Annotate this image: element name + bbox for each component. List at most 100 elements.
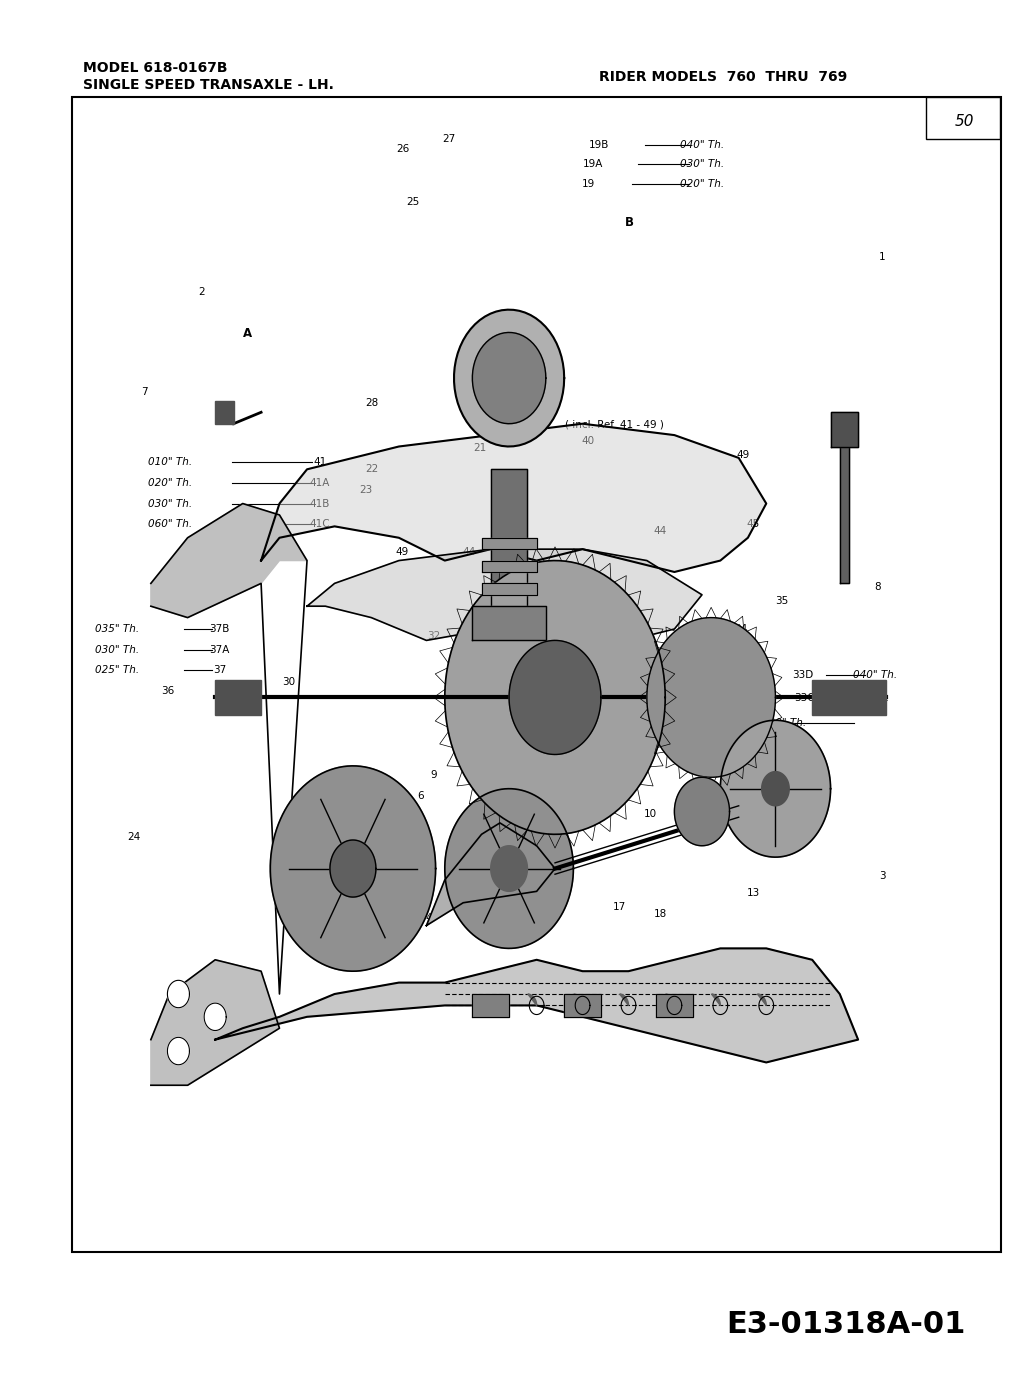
Text: 17: 17 [613, 901, 625, 912]
Polygon shape [330, 840, 376, 897]
Text: 040" Th.: 040" Th. [853, 669, 897, 680]
Text: 44: 44 [654, 526, 667, 537]
Text: 035" Th.: 035" Th. [95, 623, 138, 634]
Text: B: B [625, 216, 634, 230]
Text: 18: 18 [654, 908, 667, 919]
Polygon shape [491, 846, 527, 892]
Text: 9: 9 [430, 769, 437, 780]
Text: 33C: 33C [795, 693, 815, 704]
Text: 16: 16 [729, 801, 741, 812]
Polygon shape [711, 995, 720, 1006]
Polygon shape [527, 995, 537, 1006]
Polygon shape [473, 332, 546, 424]
Polygon shape [270, 766, 436, 971]
Polygon shape [151, 960, 280, 1085]
Text: 37: 37 [214, 665, 226, 676]
Text: 11: 11 [794, 818, 806, 829]
Text: 49: 49 [737, 449, 749, 460]
Polygon shape [167, 1038, 190, 1064]
Text: 45: 45 [747, 519, 760, 530]
Text: 32: 32 [427, 630, 440, 641]
Text: 41: 41 [314, 456, 326, 467]
Polygon shape [757, 995, 766, 1006]
Polygon shape [473, 995, 509, 1017]
Text: 37B: 37B [209, 623, 230, 634]
Text: 13: 13 [747, 887, 760, 899]
Text: 33: 33 [680, 669, 692, 680]
Polygon shape [204, 1003, 226, 1031]
Polygon shape [720, 721, 831, 857]
Text: 41A: 41A [310, 477, 330, 488]
Text: 10: 10 [644, 808, 656, 819]
Text: 020" Th.: 020" Th. [680, 178, 723, 189]
Text: 14: 14 [587, 808, 600, 819]
Text: 24: 24 [128, 832, 140, 843]
Text: 4: 4 [425, 912, 431, 924]
Polygon shape [491, 469, 527, 629]
Text: 025" Th.: 025" Th. [567, 693, 610, 704]
Text: 15: 15 [755, 808, 768, 819]
Text: 31: 31 [499, 630, 512, 641]
Polygon shape [647, 618, 775, 778]
Polygon shape [482, 538, 537, 549]
Text: 3: 3 [704, 801, 710, 812]
Text: 23: 23 [360, 484, 373, 495]
Text: 035" Th.: 035" Th. [845, 693, 889, 704]
Polygon shape [216, 949, 859, 1063]
Polygon shape [261, 424, 766, 572]
Polygon shape [216, 401, 233, 424]
Text: 50: 50 [956, 114, 974, 129]
Text: 5: 5 [415, 808, 421, 819]
Text: 030" Th.: 030" Th. [763, 718, 806, 729]
Polygon shape [812, 680, 885, 715]
Text: 29: 29 [613, 630, 625, 641]
Text: 21: 21 [474, 442, 486, 453]
Text: 8: 8 [874, 581, 880, 593]
Polygon shape [675, 778, 730, 846]
Text: A: A [244, 327, 252, 341]
Polygon shape [656, 995, 692, 1017]
Polygon shape [445, 561, 666, 835]
Text: 6: 6 [418, 790, 424, 801]
Text: 25: 25 [407, 196, 419, 207]
Text: 35: 35 [776, 595, 788, 606]
Text: 41B: 41B [310, 498, 330, 509]
Text: 37A: 37A [209, 644, 230, 655]
Polygon shape [308, 549, 702, 640]
Text: 45: 45 [216, 540, 228, 551]
Text: 020" Th.: 020" Th. [149, 477, 192, 488]
Text: 34: 34 [735, 623, 747, 634]
Text: 28: 28 [365, 398, 378, 409]
Text: 30: 30 [283, 676, 295, 687]
Text: 1: 1 [879, 252, 885, 263]
Text: 44: 44 [463, 547, 476, 558]
Text: B: B [548, 775, 556, 789]
Text: 26: 26 [396, 143, 409, 154]
Text: 030" Th.: 030" Th. [680, 159, 723, 170]
Text: 27: 27 [443, 134, 455, 145]
Polygon shape [167, 981, 190, 1007]
Text: 22: 22 [365, 463, 378, 474]
Text: MODEL 618-0167B: MODEL 618-0167B [83, 61, 227, 75]
Text: 33D: 33D [793, 669, 813, 680]
Text: 19A: 19A [583, 159, 604, 170]
Polygon shape [565, 995, 601, 1017]
Text: SINGLE SPEED TRANSAXLE - LH.: SINGLE SPEED TRANSAXLE - LH. [83, 78, 333, 92]
Polygon shape [762, 772, 789, 805]
Text: RIDER MODELS  760  THRU  769: RIDER MODELS 760 THRU 769 [599, 70, 847, 83]
Text: 060" Th.: 060" Th. [149, 519, 192, 530]
Polygon shape [666, 995, 675, 1006]
Text: 020" Th.: 020" Th. [567, 669, 610, 680]
Text: ( incl. Ref. 41 - 49 ): ( incl. Ref. 41 - 49 ) [565, 419, 664, 430]
Polygon shape [619, 995, 628, 1006]
Text: 41C: 41C [310, 519, 330, 530]
Polygon shape [831, 412, 859, 447]
Text: 19: 19 [582, 178, 594, 189]
Text: 33B: 33B [743, 718, 764, 729]
Text: 20: 20 [520, 349, 533, 360]
Polygon shape [445, 789, 574, 949]
Polygon shape [574, 995, 583, 1006]
Text: 33A: 33A [671, 693, 691, 704]
Polygon shape [216, 680, 261, 715]
Polygon shape [151, 504, 308, 618]
